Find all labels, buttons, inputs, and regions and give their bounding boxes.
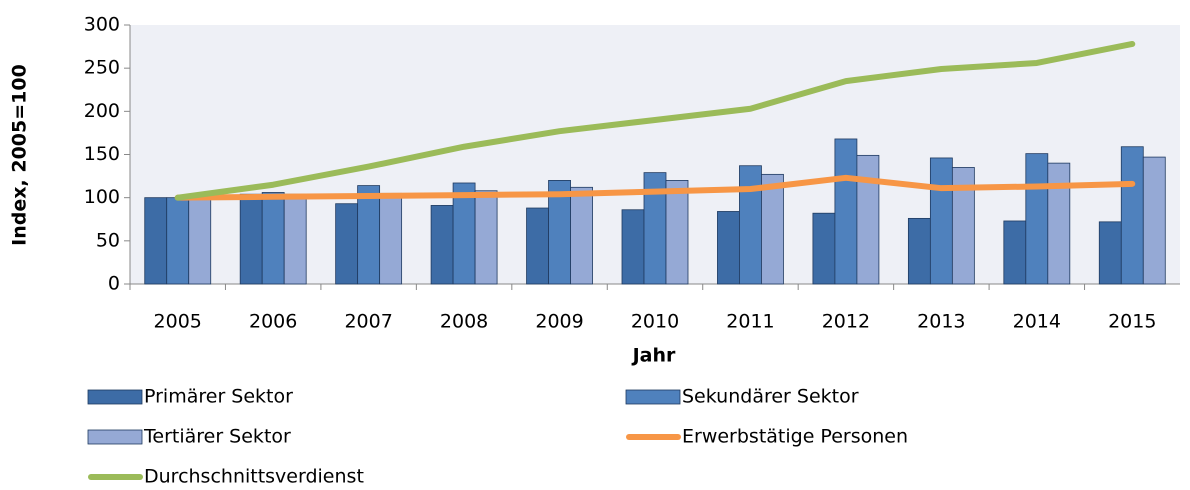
- y-axis-label: Index, 2005=100: [9, 64, 31, 246]
- bar: [357, 185, 381, 285]
- line: [174, 174, 1136, 201]
- bar: [761, 173, 784, 285]
- bar: [144, 197, 168, 285]
- bar: [570, 186, 593, 285]
- bar: [430, 205, 454, 285]
- bar: [739, 165, 762, 285]
- x-tick-label: 2015: [1108, 311, 1156, 333]
- bar: [1025, 153, 1049, 285]
- x-tick-label: 2014: [1013, 311, 1061, 333]
- bar: [526, 207, 549, 285]
- legend-swatch: [87, 429, 143, 445]
- bar: [379, 192, 403, 285]
- legend-label: Sekundärer Sektor: [682, 386, 859, 408]
- legend-label: Erwerbstätige Personen: [682, 426, 908, 448]
- x-tick-label: 2006: [249, 311, 297, 333]
- y-tick-label: 150: [84, 143, 120, 165]
- x-tick-label: 2013: [917, 311, 965, 333]
- bar: [907, 217, 931, 285]
- bar: [856, 154, 880, 285]
- legend-label: Tertiärer Sektor: [143, 426, 291, 448]
- line: [174, 40, 1136, 201]
- legend-swatch: [625, 389, 681, 405]
- bar: [335, 203, 359, 285]
- x-tick-label: 2007: [344, 311, 392, 333]
- y-tick-label: 0: [108, 273, 120, 295]
- bar: [188, 197, 212, 285]
- bar: [1120, 146, 1144, 285]
- x-tick-label: 2008: [440, 311, 488, 333]
- bar: [812, 212, 836, 285]
- y-tick-label: 250: [84, 57, 120, 79]
- bar: [1098, 221, 1122, 285]
- y-tick-label: 100: [84, 186, 120, 208]
- legend-label: Durchschnittsverdienst: [144, 466, 364, 487]
- bar: [474, 190, 498, 285]
- bar: [1142, 156, 1166, 285]
- y-tick-label: 300: [84, 14, 120, 36]
- x-tick-label: 2010: [631, 311, 679, 333]
- x-tick-label: 2005: [154, 311, 202, 333]
- bar: [1047, 162, 1071, 285]
- bar: [239, 193, 263, 285]
- legend-label: Primärer Sektor: [144, 386, 293, 408]
- x-tick-label: 2011: [726, 311, 774, 333]
- bar: [621, 209, 645, 285]
- legend-swatch: [87, 389, 143, 405]
- bar: [929, 157, 953, 285]
- y-tick-label: 50: [96, 229, 120, 251]
- x-tick-label: 2012: [822, 311, 870, 333]
- bar: [665, 179, 689, 285]
- y-tick-label: 200: [84, 100, 120, 122]
- bar: [1003, 220, 1027, 285]
- x-tick-label: 2009: [535, 311, 583, 333]
- bar: [951, 167, 975, 285]
- bar: [717, 211, 740, 285]
- bar: [261, 192, 285, 285]
- bar: [834, 138, 858, 285]
- bar: [283, 193, 307, 285]
- bar: [166, 197, 190, 285]
- x-axis-label: Jahr: [631, 345, 676, 367]
